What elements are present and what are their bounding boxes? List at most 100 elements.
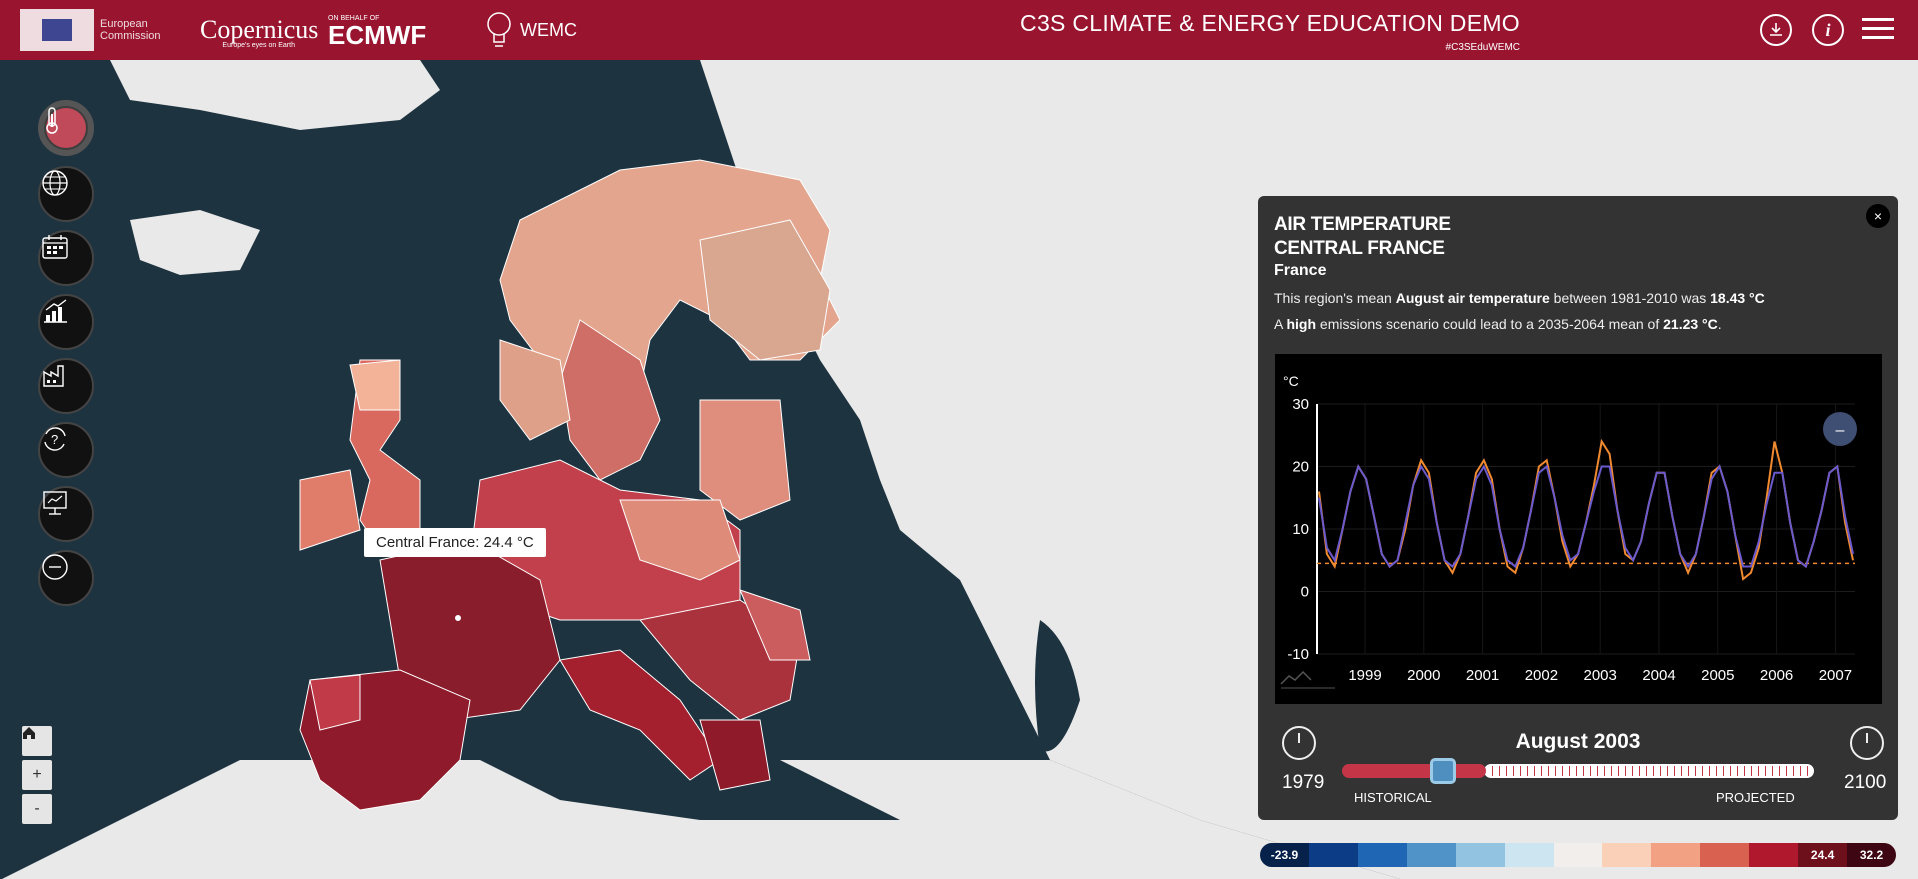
download-button[interactable]: [1760, 14, 1792, 46]
download-icon: [1770, 23, 1782, 36]
colorbar-cell: [1504, 843, 1554, 867]
slider-thumb[interactable]: [1430, 758, 1456, 784]
time-slider: 1979 August 2003 HISTORICAL PROJECTED 21…: [1258, 712, 1898, 820]
tooltip-anchor: [455, 615, 461, 621]
y-tick-label: 30: [1292, 396, 1309, 413]
zoom-in-button[interactable]: +: [22, 760, 52, 790]
chart-icon: [44, 299, 67, 323]
region-greece[interactable]: [699, 719, 771, 791]
region-romania[interactable]: [739, 589, 811, 661]
y-axis-label: °C: [1283, 373, 1299, 389]
region-galicia[interactable]: [309, 674, 361, 731]
panel-region-title: CENTRAL FRANCE: [1274, 238, 1445, 259]
x-tick-label: 1999: [1348, 667, 1381, 684]
x-tick-label: 2005: [1701, 667, 1734, 684]
projected-track[interactable]: [1484, 764, 1814, 778]
end-clock-icon: [1850, 726, 1884, 760]
minus-icon: [42, 554, 68, 580]
y-tick-label: -10: [1287, 646, 1309, 663]
zoom-out-button[interactable]: -: [22, 794, 52, 824]
copernicus-name: Copernicus: [200, 15, 319, 44]
start-clock-icon: [1282, 726, 1316, 760]
x-tick-label: 2002: [1525, 667, 1558, 684]
tool-calendar[interactable]: [38, 230, 94, 286]
region-poland[interactable]: [619, 499, 741, 581]
app-title: C3S CLIMATE & ENERGY EDUCATION DEMO: [1020, 10, 1520, 36]
colorbar-cell: [1357, 843, 1407, 867]
region-baltics[interactable]: [699, 399, 791, 521]
zoom-home-button[interactable]: [22, 726, 52, 756]
colorbar-cell: [1308, 843, 1358, 867]
current-date: August 2003: [1515, 730, 1641, 753]
question-cycle-icon: ?: [44, 427, 66, 451]
info-button[interactable]: i: [1812, 14, 1844, 46]
x-tick-label: 2001: [1466, 667, 1499, 684]
x-tick-label: 2006: [1760, 667, 1793, 684]
svg-text:?: ?: [51, 432, 58, 447]
y-tick-label: 20: [1292, 459, 1309, 476]
ecmwf-logo: ON BEHALF OF ECMWF: [328, 0, 426, 60]
home-icon: [23, 727, 35, 739]
eu-text-2: Commission: [100, 30, 161, 42]
region-norway-south[interactable]: [499, 339, 571, 441]
tool-presentation[interactable]: [38, 486, 94, 542]
wemc-logo: WEMC: [486, 0, 577, 60]
wemc-name: WEMC: [520, 19, 577, 40]
copernicus-subtitle: Europe's eyes on Earth: [222, 41, 295, 49]
x-tick-label: 2000: [1407, 667, 1440, 684]
hamburger-menu-icon[interactable]: [1862, 18, 1894, 42]
close-button[interactable]: ×: [1866, 204, 1890, 228]
x-tick-label: 2003: [1584, 667, 1617, 684]
region-finland[interactable]: [699, 219, 831, 361]
lightbulb-icon: [487, 12, 511, 47]
land-north: [860, 80, 1150, 170]
info-icon: i: [1825, 19, 1831, 40]
sparkline-icon: [1280, 670, 1312, 685]
historical-label: HISTORICAL: [1354, 790, 1432, 805]
eu-flag-icon: [20, 9, 94, 51]
colorbar-cell: [1406, 843, 1456, 867]
tool-globe[interactable]: [38, 166, 94, 222]
region-scotland[interactable]: [349, 359, 401, 411]
region-ireland[interactable]: [299, 469, 361, 551]
ecmwf-on-behalf: ON BEHALF OF: [328, 15, 380, 22]
y-tick-label: 0: [1301, 584, 1309, 601]
info-panel: × AIR TEMPERATURE CENTRAL FRANCE France …: [1258, 196, 1898, 820]
projected-label: PROJECTED: [1716, 790, 1795, 805]
temperature-chart[interactable]: °C 30 20 10 0 -10 1999 2000 2001 2002 2003 2004 20…: [1275, 354, 1882, 704]
colorbar-cell: [1553, 843, 1603, 867]
tool-industry[interactable]: [38, 358, 94, 414]
series-line-2: [1318, 464, 1854, 569]
ecmwf-name: ECMWF: [328, 19, 427, 50]
collapse-chart-button[interactable]: –: [1823, 412, 1857, 446]
colorbar-cell: [1749, 843, 1799, 867]
collapse-icon: –: [1836, 422, 1845, 439]
colorbar-cell: [1651, 843, 1701, 867]
app-header: European Commission Copernicus Europe's …: [0, 0, 1918, 60]
globe-icon: [42, 170, 68, 196]
european-commission-logo: European Commission: [20, 0, 161, 60]
series-line-1: [1318, 438, 1854, 581]
tool-quiz[interactable]: ?: [38, 422, 94, 478]
panel-variable-title: AIR TEMPERATURE: [1274, 214, 1451, 235]
caspian-sea: [1035, 620, 1080, 752]
thermometer-icon: [46, 107, 58, 134]
colorbar-cell: [1455, 843, 1505, 867]
historical-track[interactable]: [1342, 764, 1486, 778]
tool-temperature[interactable]: [38, 100, 94, 156]
copernicus-logo: Copernicus Europe's eyes on Earth: [200, 0, 318, 60]
colorbar-current-label: 24.4: [1798, 843, 1848, 867]
map-tooltip: Central France: 24.4 °C: [364, 528, 546, 557]
land-iceland: [130, 210, 260, 275]
tool-chart[interactable]: [38, 294, 94, 350]
region-italy[interactable]: [559, 649, 721, 781]
colorbar-min-label: -23.9: [1260, 843, 1309, 867]
panel-country: France: [1274, 262, 1327, 279]
x-tick-label: 2004: [1642, 667, 1675, 684]
x-tick-label: 2007: [1819, 667, 1852, 684]
color-legend: -23.9 24.4 32.2: [1260, 843, 1896, 867]
panel-description-2: A high emissions scenario could lead to …: [1274, 316, 1722, 332]
eu-text-1: European: [100, 18, 148, 30]
tool-collapse[interactable]: [38, 550, 94, 606]
chart-svg: °C 30 20 10 0 -10 1999 2000 2001 2002 2003 2004 20…: [1280, 373, 1857, 689]
